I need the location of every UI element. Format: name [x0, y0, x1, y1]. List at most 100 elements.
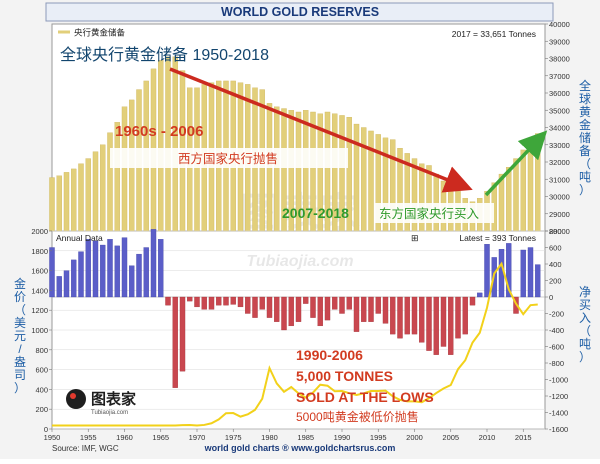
net-sale-bar: [397, 296, 403, 339]
net-purchase-ytick-label: 0: [549, 293, 553, 302]
reserves-ytick-label: 32000: [549, 158, 570, 167]
watermark-text: Tubiaojia.com: [246, 253, 353, 270]
reserves-bar: [78, 163, 84, 232]
net-sale-bar: [462, 296, 468, 335]
right-top-axis-label-char: 球: [579, 92, 591, 106]
year-xtick-label: 1970: [189, 433, 206, 442]
right-top-axis-label-char: 吨: [579, 170, 591, 184]
reserves-bar: [535, 133, 541, 232]
net-purchase-ytick-label: 800: [549, 227, 562, 236]
left-axis-label-char: ）: [14, 381, 26, 395]
reserves-bar: [274, 106, 280, 232]
year-xtick-label: 2015: [515, 433, 532, 442]
annotation-western-selling: 西方国家央行抛售: [178, 151, 278, 166]
left-axis-label-char: 元: [14, 329, 26, 343]
gold-price-series: [52, 261, 538, 427]
right-top-axis-label-char: ）: [579, 183, 591, 197]
right-bottom-axis-label-char: 买: [579, 298, 591, 312]
net-sale-bar: [353, 296, 360, 332]
left-axis-label-char: 价: [14, 290, 26, 304]
year-xtick-label: 1985: [297, 433, 314, 442]
top-chart-title: 全球央行黄金储备 1950-2018: [60, 46, 269, 64]
reserves-bar: [520, 149, 526, 232]
footer-credit: world gold charts ® www.goldchartsrus.co…: [204, 443, 396, 453]
expand-icon: ⊞: [411, 233, 419, 243]
net-sale-bar: [339, 296, 345, 314]
net-sale-bar: [172, 296, 178, 388]
buying-trend-arrow: [484, 130, 548, 197]
left-axis-label-char: （: [14, 303, 26, 317]
net-sale-bar: [361, 296, 367, 322]
reserves-bar: [165, 56, 171, 232]
net-purchase-ytick-label: -800: [549, 359, 564, 368]
reserves-bar: [506, 167, 512, 232]
year-xtick-label: 1960: [116, 433, 133, 442]
year-xtick-label: 1965: [152, 433, 169, 442]
gold-price-ytick-label: 1200: [31, 306, 48, 315]
reserves-bar: [92, 151, 99, 232]
net-sale-bar: [187, 296, 193, 302]
net-purchase-bar: [143, 247, 149, 298]
annotation-sold-cheap-cn: 5000吨黄金被低价抛售: [296, 409, 419, 424]
left-axis-label-char: 司: [14, 368, 26, 382]
year-xtick-label: 1975: [225, 433, 242, 442]
net-purchase-ytick-label: 400: [549, 260, 562, 269]
reserves-bar: [56, 175, 62, 232]
net-sale-bar: [332, 296, 338, 310]
annotation-5000-tonnes: 5,000 TONNES: [296, 368, 393, 384]
net-purchase-ytick-label: 600: [549, 244, 562, 253]
eastern-buy-label-bg: [374, 203, 494, 223]
reserves-bar: [527, 142, 534, 232]
net-sale-bar: [266, 296, 273, 318]
net-purchase-ytick-label: -1400: [549, 409, 568, 418]
year-xtick-label: 1980: [261, 433, 278, 442]
net-sale-bar: [303, 296, 309, 304]
right-bottom-axis-label: 净买入（吨）: [579, 285, 591, 364]
gold-price-ytick-label: 1400: [31, 286, 48, 295]
net-purchase-bar: [78, 251, 84, 298]
gold-price-ytick-label: 1000: [31, 326, 48, 335]
gold-price-ytick-label: 200: [35, 405, 48, 414]
net-sale-bar: [411, 296, 418, 335]
reserves-ytick-label: 29000: [549, 210, 570, 219]
net-sale-bar: [281, 296, 287, 331]
reserves-ytick-label: 39000: [549, 37, 570, 46]
reserves-ytick-label: 35000: [549, 106, 570, 115]
right-top-axis-label-char: 储: [579, 130, 591, 145]
net-sale-bar: [404, 296, 410, 335]
reserves-ytick-label: 34000: [549, 124, 570, 133]
net-purchase-bar: [527, 247, 534, 298]
net-purchase-bar: [85, 239, 91, 298]
net-sale-bar: [216, 296, 222, 306]
net-purchase-bar: [520, 249, 526, 298]
net-purchase-bar: [158, 239, 164, 298]
net-sale-bar: [230, 296, 236, 305]
net-sale-bar: [346, 296, 352, 310]
reserves-ytick-label: 31000: [549, 175, 570, 184]
latest-reserves-label: 2017 = 33,651 Tonnes: [452, 29, 536, 39]
reserves-ytick-label: 36000: [549, 89, 570, 98]
year-xtick-label: 1990: [334, 433, 351, 442]
right-bottom-axis-label-char: ）: [579, 350, 591, 364]
net-purchase-bar: [114, 245, 120, 298]
net-purchase-bar: [92, 240, 99, 298]
year-xtick-label: 2010: [479, 433, 496, 442]
net-sale-bar: [469, 296, 476, 306]
net-purchase-bar: [121, 237, 128, 298]
header-title: WORLD GOLD RESERVES: [221, 5, 379, 19]
logo-text: 图表家: [91, 390, 136, 408]
net-purchase-bar: [484, 244, 490, 298]
annotation-1990-2006: 1990-2006: [296, 347, 363, 363]
right-top-axis-label-char: 黄: [579, 105, 591, 119]
legend-label-reserves: 央行黄金储备: [74, 28, 126, 38]
left-axis-label-char: /: [18, 342, 22, 356]
reserves-bar: [107, 132, 113, 232]
logo-mark-icon: [66, 389, 86, 409]
reserves-bar: [172, 56, 178, 232]
net-sale-bar: [455, 296, 461, 339]
header-bar: [45, 2, 554, 22]
reserves-bar: [361, 127, 367, 232]
reserves-bar: [100, 144, 106, 232]
net-purchase-bar: [63, 270, 70, 298]
reserves-ytick-label: 37000: [549, 72, 570, 81]
